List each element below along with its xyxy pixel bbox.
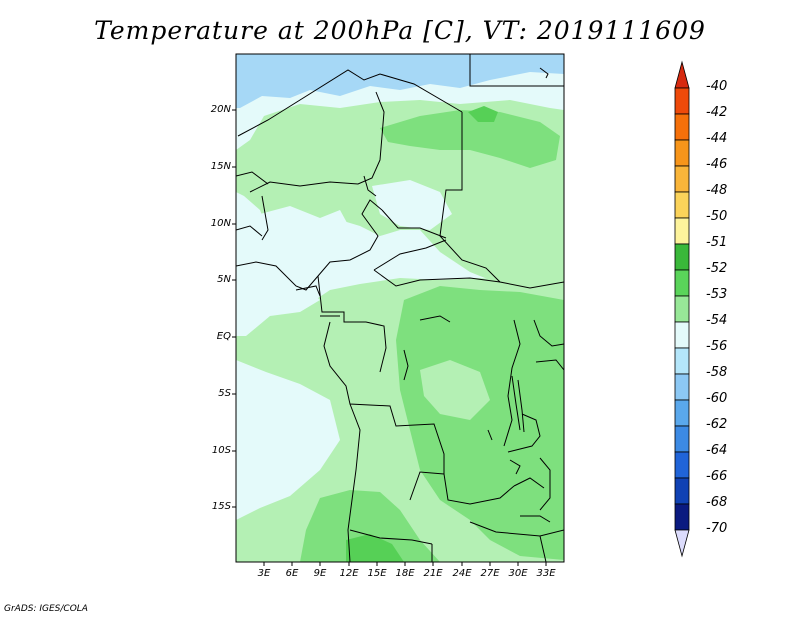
axis-ticks — [232, 109, 547, 566]
country-borders — [236, 54, 564, 562]
colorbar-segment — [674, 347, 690, 375]
colorbar-segment — [674, 139, 690, 167]
colorbar-label: -51 — [706, 235, 728, 250]
light-green-patch-center — [420, 360, 490, 420]
colorbar-label: -64 — [706, 443, 728, 458]
colorbar-label: -46 — [706, 157, 728, 172]
lon-label-6e: 6E — [285, 568, 299, 579]
colorbar-segment — [674, 217, 690, 245]
colorbar-segment — [674, 503, 690, 531]
colorbar-label: -44 — [706, 131, 728, 146]
colorbar-label: -56 — [706, 339, 728, 354]
colorbar-segment — [674, 269, 690, 297]
colorbar-label: -58 — [706, 365, 728, 380]
lat-label-15n: 15N — [210, 161, 231, 172]
lat-label-15s: 15S — [211, 501, 231, 512]
colorbar-segment — [674, 399, 690, 427]
colorbar-arrow-top — [674, 60, 690, 89]
lon-label-18e: 18E — [395, 568, 415, 579]
colorbar-segment — [674, 425, 690, 453]
colorbar-label: -50 — [706, 209, 728, 224]
lon-label-12e: 12E — [339, 568, 359, 579]
colorbar-segment — [674, 87, 690, 115]
grads-credit: GrADS: IGES/COLA — [4, 604, 88, 614]
lon-label-3e: 3E — [257, 568, 271, 579]
colorbar-label: -62 — [706, 417, 728, 432]
dark-green-patch-north — [468, 106, 498, 122]
pale-region-west-africa — [260, 206, 352, 262]
lon-label-33e: 33E — [536, 568, 556, 579]
colorbar-label: -42 — [706, 105, 728, 120]
pale-region-lake-chad — [372, 180, 452, 230]
lat-label-10n: 10N — [210, 218, 231, 229]
colorbar-segment — [674, 191, 690, 219]
colorbar-segment — [674, 243, 690, 271]
lon-label-27e: 27E — [480, 568, 500, 579]
lat-label-5n: 5N — [217, 274, 231, 285]
colorbar-label: -70 — [706, 521, 728, 536]
colorbar-label: -48 — [706, 183, 728, 198]
colorbar-label: -54 — [706, 313, 728, 328]
colorbar-segment — [674, 165, 690, 193]
colorbar-segment — [674, 477, 690, 505]
map-frame — [235, 53, 565, 563]
lat-label-20n: 20N — [210, 104, 231, 115]
colorbar-segment — [674, 373, 690, 401]
colorbar-segment — [674, 295, 690, 323]
colorbar-label: -68 — [706, 495, 728, 510]
lat-label-10s: 10S — [211, 445, 231, 456]
lon-label-24e: 24E — [452, 568, 472, 579]
colorbar-label: -60 — [706, 391, 728, 406]
colorbar-label: -40 — [706, 79, 728, 94]
medium-green-region-southwest — [300, 490, 440, 562]
colorbar-label: -53 — [706, 287, 728, 302]
medium-green-region-sahel — [380, 110, 560, 168]
medium-green-region-central — [396, 286, 564, 560]
colorbar-label: -52 — [706, 261, 728, 276]
colorbar-segment — [674, 451, 690, 479]
lat-label-5s: 5S — [218, 388, 231, 399]
colorbar-segment — [674, 113, 690, 141]
colorbar-arrow-bottom — [674, 529, 690, 558]
lon-label-21e: 21E — [423, 568, 443, 579]
colorbar — [674, 60, 690, 558]
dark-green-patch-south — [346, 534, 404, 562]
lon-label-9e: 9E — [313, 568, 327, 579]
lat-label-eq: EQ — [216, 331, 231, 342]
map-title: Temperature at 200hPa [C], VT: 201911160… — [94, 16, 706, 45]
pale-region-coast — [236, 262, 320, 336]
map-plot-area — [236, 54, 564, 562]
lon-label-30e: 30E — [508, 568, 528, 579]
cold-region-north — [236, 54, 564, 108]
colorbar-label: -66 — [706, 469, 728, 484]
lon-label-15e: 15E — [367, 568, 387, 579]
colorbar-segment — [674, 321, 690, 349]
